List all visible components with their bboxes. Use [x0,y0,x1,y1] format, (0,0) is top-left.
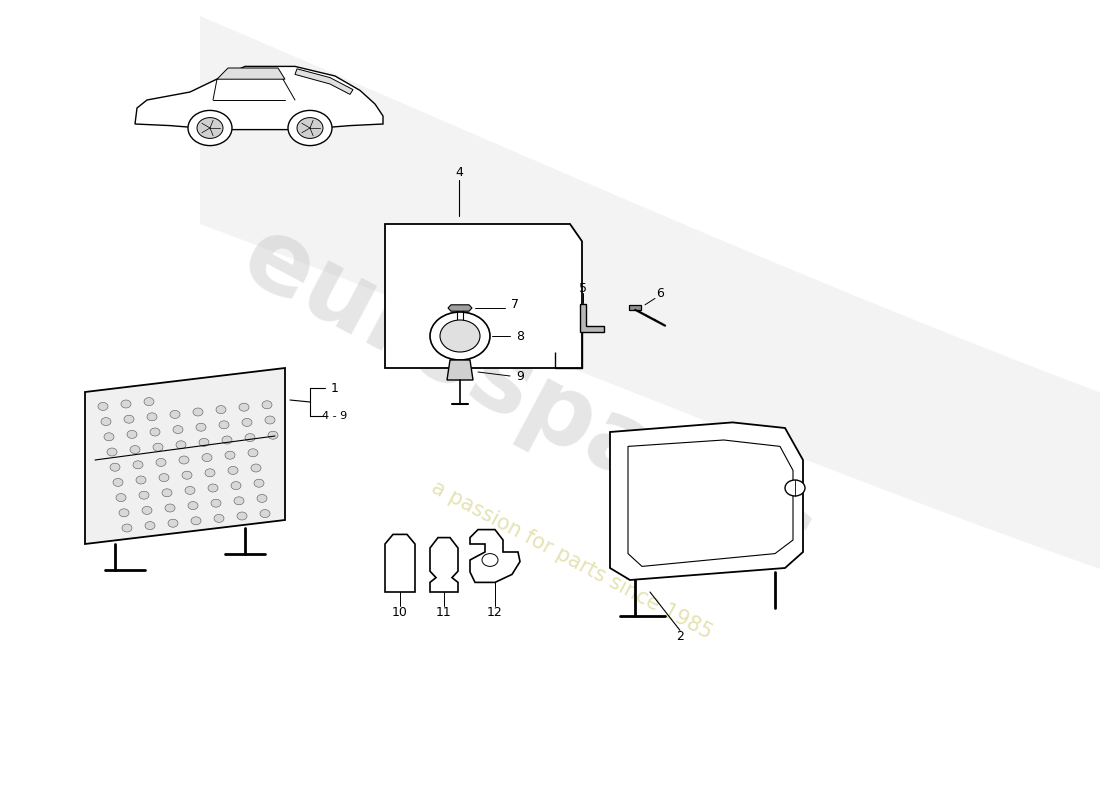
Circle shape [185,486,195,494]
Text: 12: 12 [487,606,503,618]
Circle shape [262,401,272,409]
Polygon shape [448,305,472,311]
Text: 8: 8 [516,330,524,342]
Polygon shape [610,422,803,580]
Circle shape [245,434,255,442]
Text: 9: 9 [516,370,524,382]
Circle shape [199,438,209,446]
Circle shape [133,461,143,469]
Text: 2: 2 [676,630,684,642]
Circle shape [156,458,166,466]
Circle shape [124,415,134,423]
Polygon shape [447,360,473,380]
Circle shape [231,482,241,490]
Circle shape [297,118,323,138]
Circle shape [226,451,235,459]
Text: 4 - 9: 4 - 9 [322,411,348,421]
Circle shape [188,110,232,146]
Text: a passion for parts since 1985: a passion for parts since 1985 [428,478,716,642]
Circle shape [107,448,117,456]
Circle shape [234,497,244,505]
Circle shape [176,441,186,449]
Polygon shape [629,305,641,310]
Polygon shape [85,368,285,544]
Circle shape [254,479,264,487]
Circle shape [160,474,169,482]
Circle shape [144,398,154,406]
Circle shape [116,494,127,502]
Circle shape [126,430,138,438]
Circle shape [251,464,261,472]
Circle shape [179,456,189,464]
Circle shape [113,478,123,486]
Circle shape [130,446,140,454]
Circle shape [196,423,206,431]
Circle shape [104,433,114,441]
Polygon shape [200,16,1100,576]
Circle shape [165,504,175,512]
Text: eurospares: eurospares [227,209,829,591]
Circle shape [205,469,214,477]
Circle shape [268,431,278,439]
Circle shape [168,519,178,527]
Circle shape [197,118,223,138]
Text: 7: 7 [512,298,519,310]
Circle shape [248,449,258,457]
Circle shape [139,491,148,499]
Circle shape [119,509,129,517]
Circle shape [101,418,111,426]
Circle shape [173,426,183,434]
Circle shape [147,413,157,421]
Circle shape [260,510,270,518]
Circle shape [98,402,108,410]
Circle shape [142,506,152,514]
Circle shape [170,410,180,418]
Circle shape [191,517,201,525]
Polygon shape [580,304,604,332]
Text: 4: 4 [455,166,463,178]
Circle shape [214,514,224,522]
Circle shape [430,312,490,360]
Polygon shape [135,66,383,130]
Text: 11: 11 [436,606,452,618]
Circle shape [440,320,480,352]
Circle shape [216,406,225,414]
Text: 6: 6 [656,287,664,300]
Circle shape [242,418,252,426]
Circle shape [145,522,155,530]
Polygon shape [430,538,458,592]
Circle shape [219,421,229,429]
Circle shape [236,512,248,520]
Text: 5: 5 [579,282,587,294]
Polygon shape [295,69,353,94]
Circle shape [265,416,275,424]
Circle shape [110,463,120,471]
Text: 10: 10 [392,606,408,618]
Circle shape [211,499,221,507]
Circle shape [228,466,238,474]
Circle shape [153,443,163,451]
Polygon shape [385,534,415,592]
Circle shape [150,428,160,436]
Circle shape [188,502,198,510]
Polygon shape [217,68,285,79]
Circle shape [257,494,267,502]
Circle shape [202,454,212,462]
Circle shape [222,436,232,444]
Circle shape [121,400,131,408]
Circle shape [122,524,132,532]
Circle shape [192,408,204,416]
Circle shape [182,471,192,479]
Polygon shape [385,224,582,368]
Circle shape [208,484,218,492]
Circle shape [288,110,332,146]
Circle shape [136,476,146,484]
Circle shape [239,403,249,411]
Circle shape [785,480,805,496]
Polygon shape [470,530,520,582]
Text: 1: 1 [331,382,339,394]
Circle shape [162,489,172,497]
